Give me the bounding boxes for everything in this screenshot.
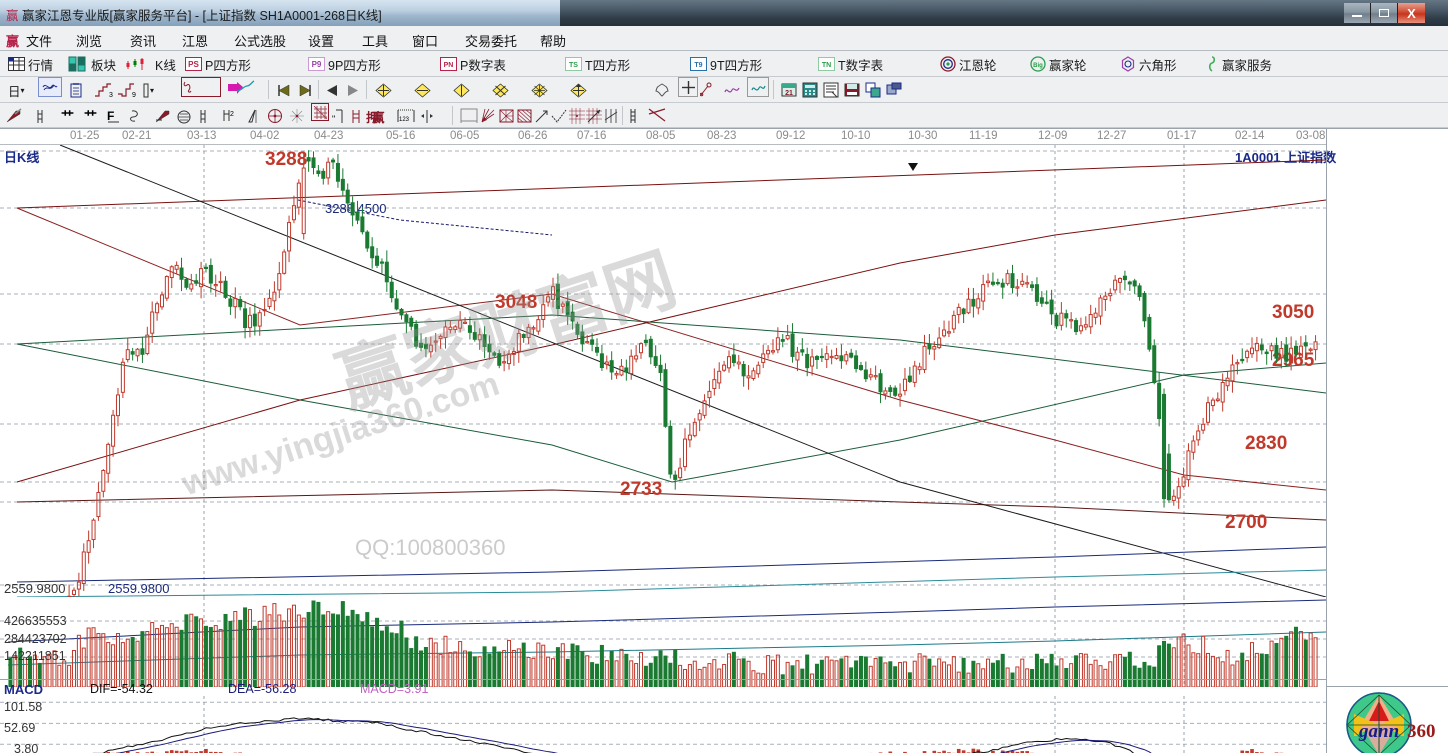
svg-text:Big: Big [1033,63,1043,69]
svg-text:PN: PN [444,62,454,69]
svg-text:艹: 艹 [61,109,74,124]
svg-text:F: F [107,109,114,123]
svg-text:TN: TN [822,62,831,69]
svg-text:T9: T9 [694,62,702,69]
svg-text:3288: 3288 [265,149,307,170]
svg-text:360: 360 [1407,721,1436,742]
svg-text:2700: 2700 [1225,512,1267,533]
svg-text:2733: 2733 [620,479,662,500]
svg-text:PS: PS [188,60,199,69]
svg-text:3: 3 [109,92,113,98]
svg-text:123: 123 [399,117,410,123]
svg-text:": " [332,114,335,124]
svg-text:gann: gann [1358,721,1399,742]
svg-text:3050: 3050 [1272,302,1314,323]
svg-text:9: 9 [132,92,136,98]
svg-text:艹: 艹 [84,109,97,124]
svg-text:2830: 2830 [1245,433,1287,454]
svg-text:21: 21 [785,90,793,97]
svg-text:TS: TS [569,62,578,69]
svg-text:P9: P9 [312,60,322,69]
svg-text:2: 2 [230,111,234,118]
